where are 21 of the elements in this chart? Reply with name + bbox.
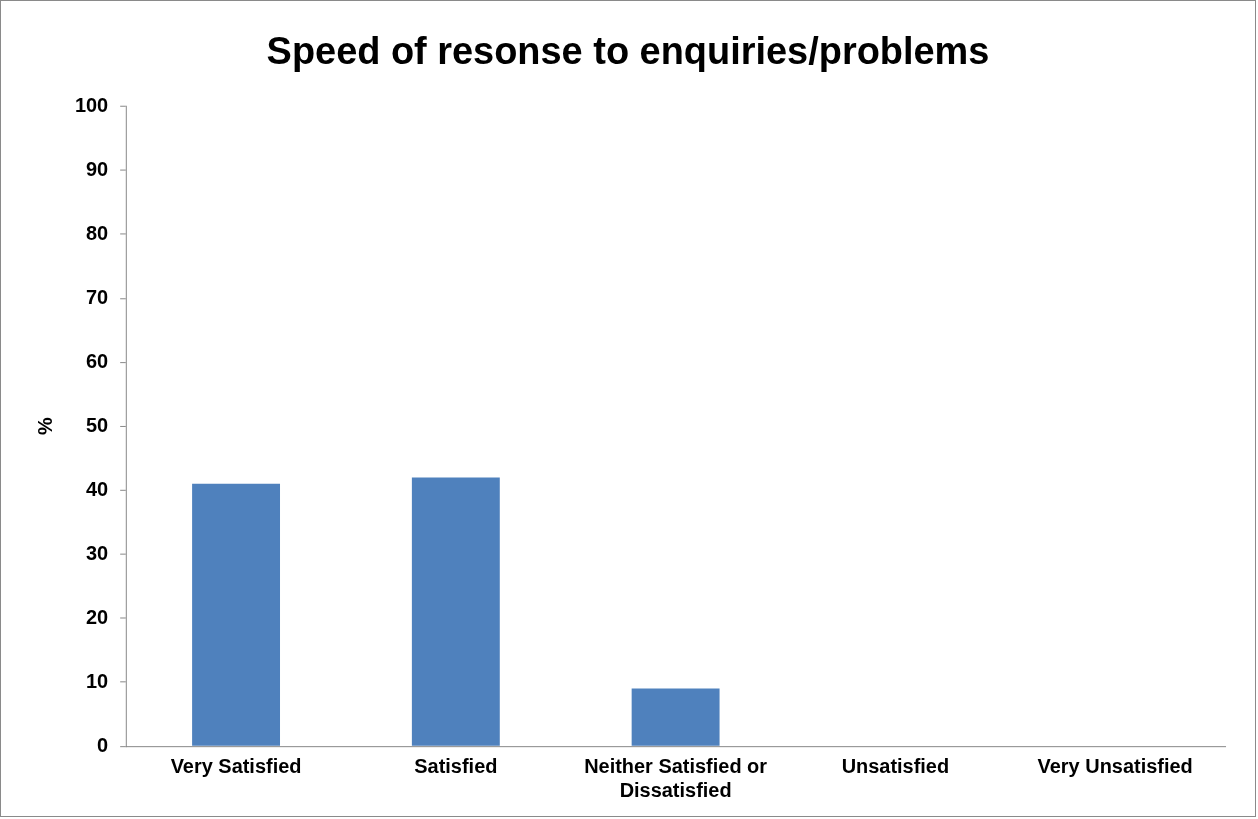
bar	[631, 688, 720, 746]
y-tick-label: 90	[86, 157, 109, 180]
y-axis-title: %	[34, 417, 57, 436]
x-tick-label: Very Unsatisfied	[1037, 754, 1193, 777]
x-tick-label: Satisfied	[414, 754, 498, 777]
y-tick-label: 70	[86, 285, 109, 308]
bar	[192, 483, 281, 746]
y-tick-label: 20	[86, 605, 109, 628]
bar	[411, 477, 500, 746]
x-tick-label: Neither Satisfied or Dissatisfied	[584, 754, 768, 801]
y-tick-label: 100	[74, 93, 109, 116]
y-tick-label: 60	[86, 349, 109, 372]
y-tick-label: 30	[86, 541, 109, 564]
x-tick-label: Very Satisfied	[170, 754, 302, 777]
y-tick-label: 10	[86, 669, 109, 692]
y-tick-label: 40	[86, 477, 109, 500]
x-tick-label: Unsatisfied	[841, 754, 950, 777]
y-tick-label: 80	[86, 221, 109, 244]
y-tick-label: 50	[86, 413, 109, 436]
chart-title: Speed of resonse to enquiries/problems	[266, 30, 990, 73]
y-tick-label: 0	[97, 733, 109, 756]
